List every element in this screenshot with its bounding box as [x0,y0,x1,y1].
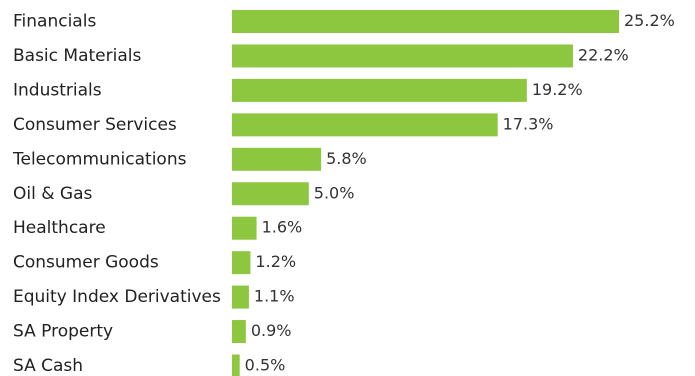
value-label: 5.8% [326,149,367,168]
category-label: Equity Index Derivatives [13,287,221,307]
bar [232,10,619,33]
value-label: 1.1% [254,287,295,306]
bar [232,182,309,206]
value-label: 0.9% [251,321,292,340]
value-label: 5.0% [314,183,355,202]
value-label: 22.2% [578,45,629,64]
category-label: SA Cash [13,356,83,376]
category-label: Telecommunications [12,149,187,169]
bar [232,285,249,309]
value-label: 19.2% [532,80,583,99]
value-label: 1.2% [255,252,296,271]
bar [232,44,573,68]
value-label: 17.3% [503,114,554,133]
category-label: Financials [13,12,96,32]
category-label: Basic Materials [13,46,141,66]
bar [232,251,251,275]
bar [232,113,498,137]
bar [232,216,257,240]
bar [232,78,527,102]
bar [232,147,322,171]
category-label: Oil & Gas [13,184,92,204]
category-label: Healthcare [13,218,106,238]
bar [232,320,246,344]
category-label: Industrials [13,80,102,100]
value-label: 25.2% [624,11,675,30]
bars [232,10,619,376]
bar [232,354,240,376]
category-label: Consumer Goods [13,253,159,273]
category-label: SA Property [13,322,113,342]
category-label: Consumer Services [13,115,177,135]
value-label: 0.5% [245,356,286,375]
value-label: 1.6% [262,218,303,237]
category-labels: Financials Basic Materials Industrials Cons… [12,12,221,376]
value-labels: 25.2% 22.2% 19.2% 17.3% 5.8% 5.0% 1.6% 1.2% 1.1%… [245,11,675,375]
